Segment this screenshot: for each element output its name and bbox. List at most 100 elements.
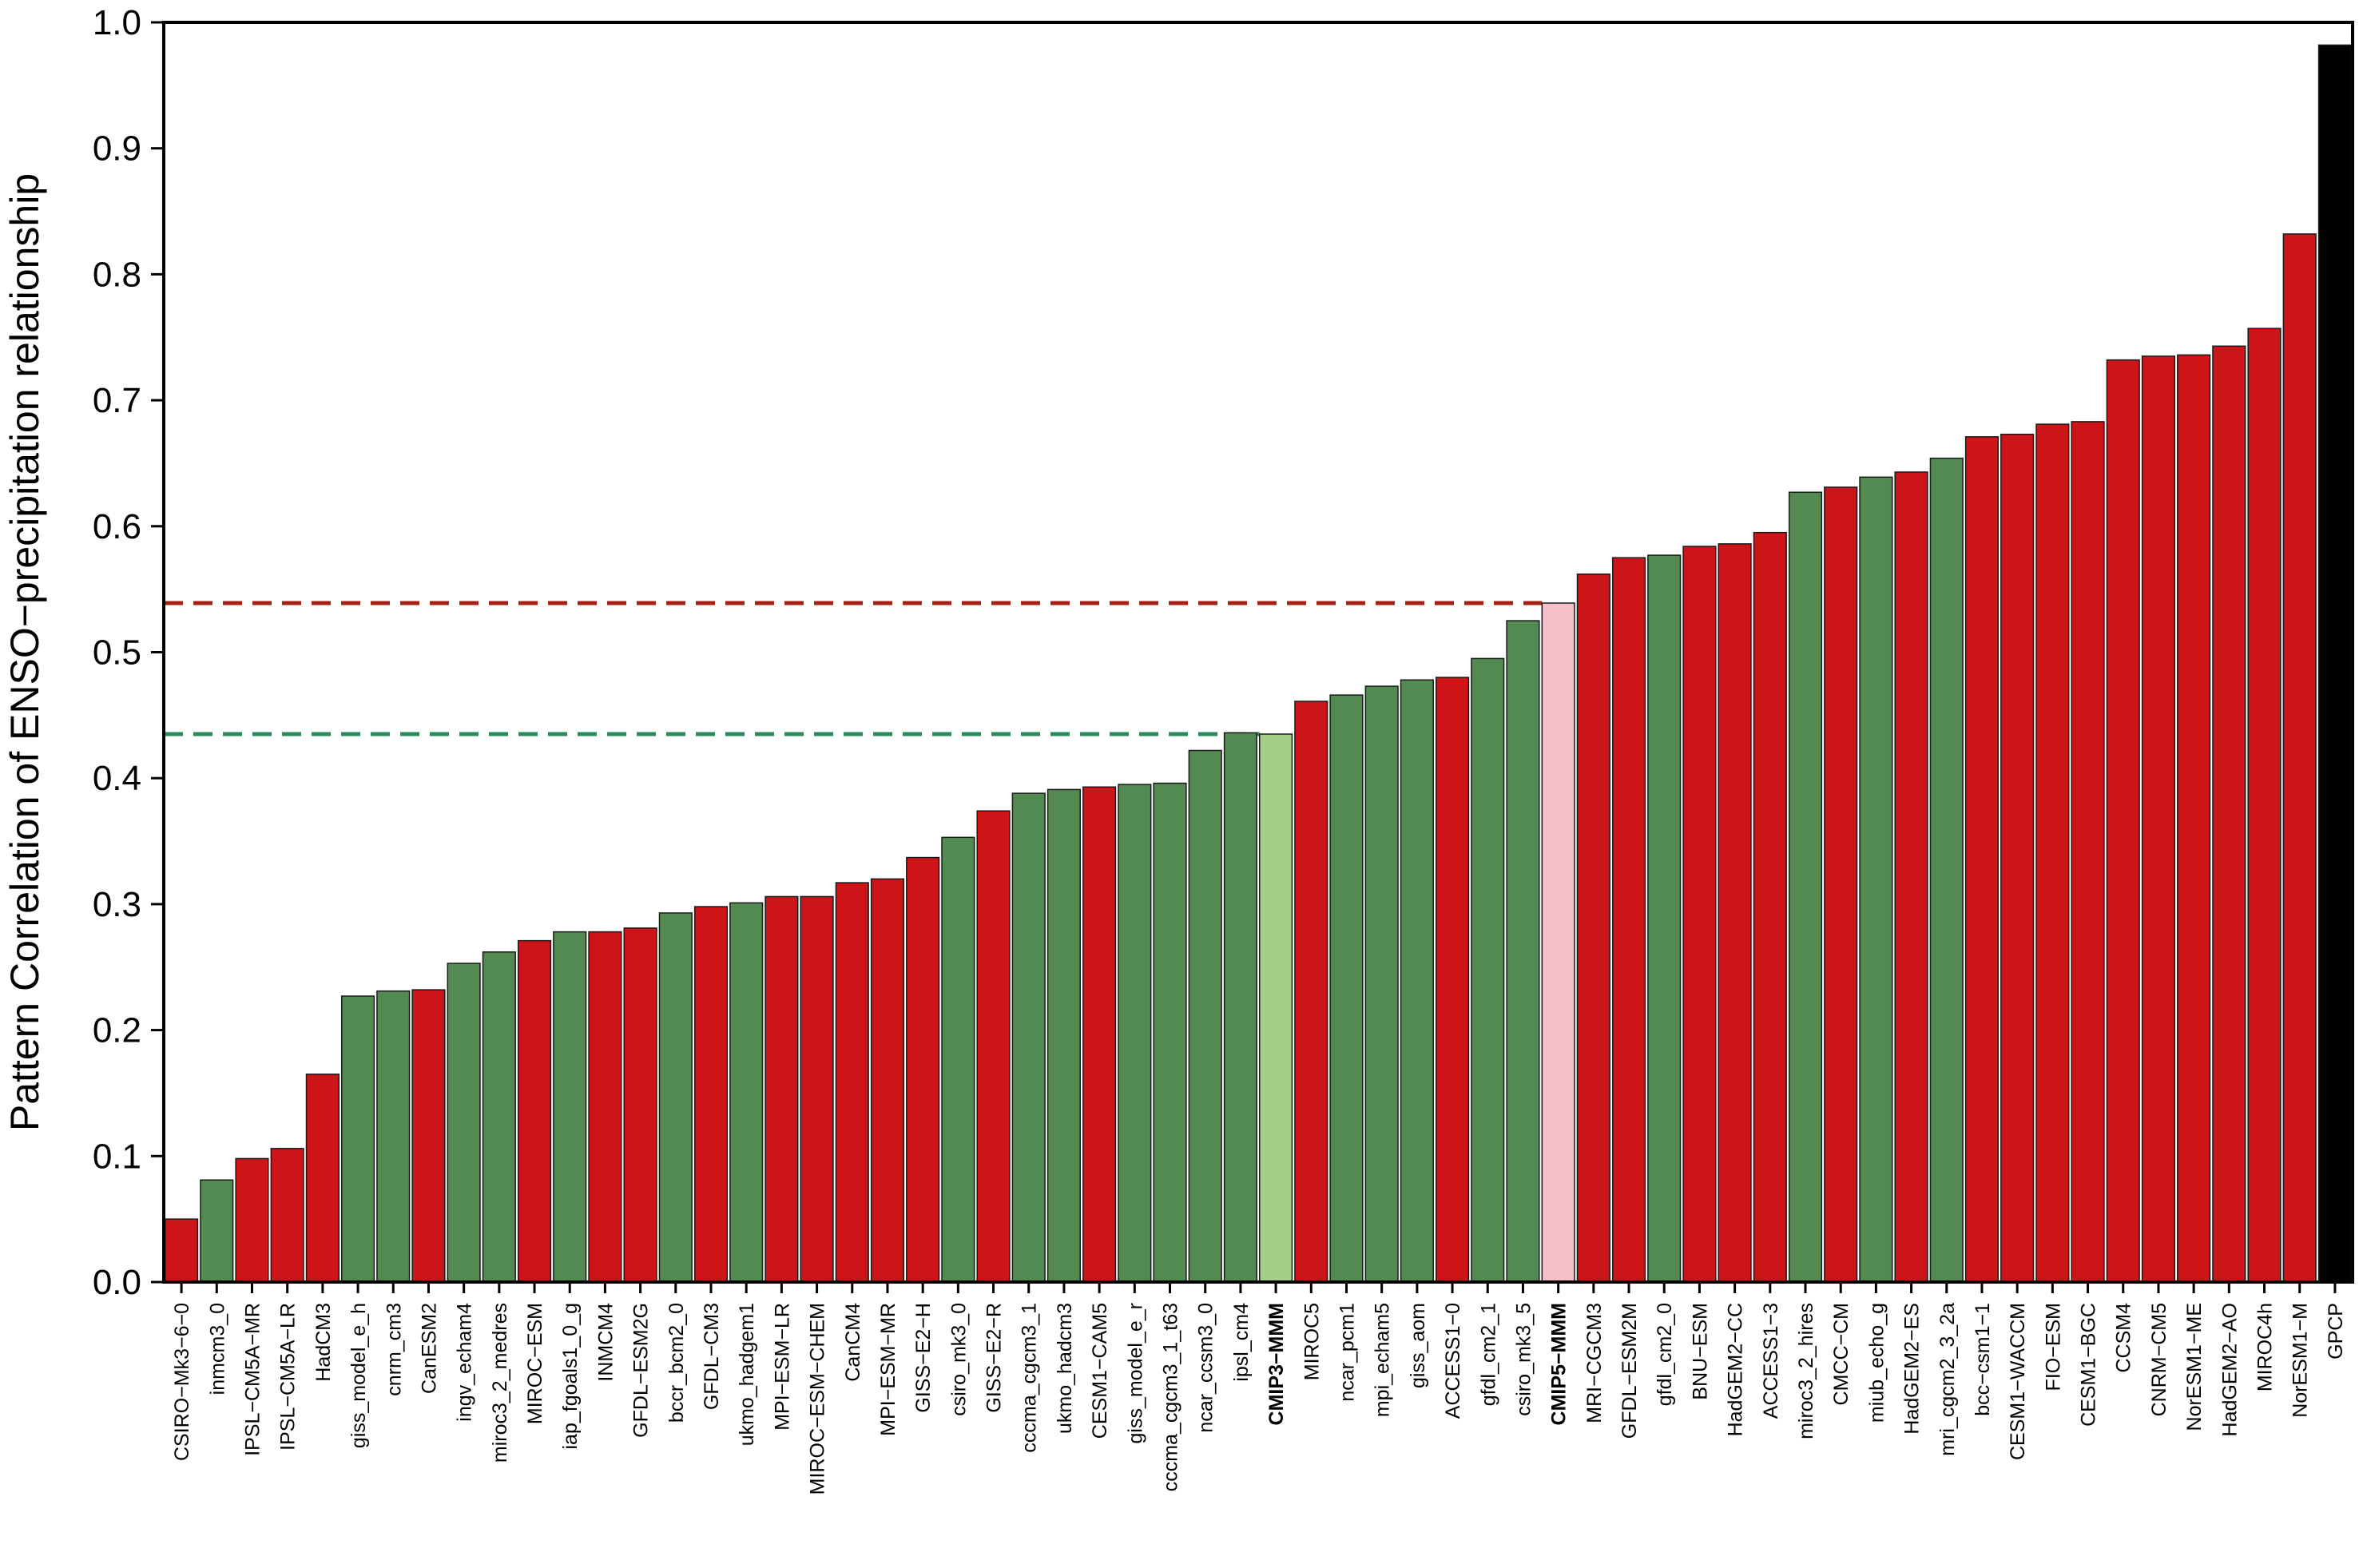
bar — [340, 995, 375, 1283]
x-tick-label: IPSL−CM5A−MR — [241, 1303, 264, 1456]
x-tick-label: miub_echo_g — [1865, 1303, 1888, 1423]
bar — [1400, 679, 1434, 1283]
y-tick-label: 0.0 — [93, 1263, 141, 1302]
x-tick-label: BNU−ESM — [1689, 1303, 1711, 1400]
y-tick-label: 0.3 — [93, 885, 141, 924]
x-tick-label: miroc3_2_medres — [489, 1303, 511, 1463]
x-tick-label: CNRM−CM5 — [2148, 1303, 2170, 1416]
bar — [1753, 531, 1787, 1283]
bar — [906, 856, 940, 1283]
reference-lines — [164, 601, 1543, 736]
bar — [1435, 677, 1470, 1283]
x-tick-label: FIO−ESM — [2042, 1303, 2064, 1391]
bar — [447, 963, 481, 1283]
x-tick-label: CMIP5−MMM — [1548, 1303, 1571, 1425]
x-tick-label: HadGEM2−AO — [2218, 1303, 2241, 1436]
x-tick-label: ingv_echam4 — [454, 1303, 476, 1422]
y-axis: 0.0 0.1 0.2 0.3 0.4 0.5 0.6 0.7 0.8 0.9 1.0 — [93, 3, 164, 1302]
x-tick-label: miroc3_2_hires — [1795, 1303, 1817, 1439]
x-tick-label: ncar_pcm1 — [1336, 1303, 1358, 1402]
bar — [729, 902, 764, 1283]
x-tick-label: CanESM2 — [418, 1303, 440, 1394]
bar — [1259, 733, 1293, 1283]
x-tick-label: giss_model_e_r — [1124, 1303, 1146, 1444]
bar — [693, 906, 729, 1283]
x-tick-label: CSIRO−Mk3−6−0 — [171, 1303, 193, 1461]
x-tick-label: MPI−ESM−LR — [771, 1303, 793, 1431]
y-tick-label: 0.1 — [93, 1137, 141, 1176]
x-tick-label: mpi_echam5 — [1372, 1303, 1394, 1417]
x-tick-label: mri_cgcm2_3_2a — [1936, 1303, 1959, 1456]
bar — [270, 1148, 304, 1283]
bar — [835, 882, 869, 1283]
bar — [376, 990, 411, 1283]
x-tick-label: gfdl_cm2_1 — [1477, 1303, 1499, 1406]
x-tick-label: GPCP — [2325, 1303, 2347, 1360]
y-tick-label: 1.0 — [93, 3, 141, 42]
x-tick-label: ipsl_cm4 — [1230, 1303, 1253, 1382]
x-tick-label: MRI−CGCM3 — [1583, 1303, 1606, 1423]
bars-group — [165, 44, 2352, 1283]
x-tick-label: ncar_ccsm3_0 — [1195, 1303, 1217, 1433]
x-tick-label: gfdl_cm2_0 — [1654, 1303, 1676, 1406]
x-tick-label: NorESM1−ME — [2183, 1303, 2206, 1431]
bar — [2247, 327, 2282, 1283]
x-tick-label: ukmo_hadcm3 — [1054, 1303, 1076, 1434]
bar — [2141, 355, 2176, 1283]
x-tick-label: CESM1−BGC — [2078, 1303, 2100, 1427]
bar — [2035, 423, 2070, 1283]
bar — [941, 836, 975, 1283]
bar — [800, 895, 834, 1283]
x-tick-label: iap_fgoals1_0_g — [559, 1303, 582, 1450]
bar — [200, 1179, 234, 1283]
y-tick-label: 0.7 — [93, 381, 141, 420]
x-tick-label: MIROC5 — [1301, 1303, 1323, 1380]
bar — [1788, 491, 1823, 1283]
bar — [553, 931, 587, 1283]
x-tick-label: giss_aom — [1407, 1303, 1429, 1388]
bar — [1859, 476, 1893, 1283]
y-tick-label: 0.8 — [93, 255, 141, 294]
bar — [1506, 620, 1540, 1283]
bar — [1046, 788, 1082, 1283]
bar — [1294, 701, 1328, 1283]
bar — [1647, 554, 1682, 1283]
x-tick-label: cnrm_cm3 — [383, 1303, 405, 1396]
bar — [1824, 486, 1858, 1283]
bar — [764, 895, 799, 1283]
x-tick-label: INMCM4 — [594, 1303, 617, 1382]
bar — [2000, 433, 2035, 1283]
bar — [1118, 784, 1152, 1283]
bar — [1611, 557, 1646, 1283]
x-tick-label: GFDL−CM3 — [701, 1303, 723, 1410]
bar — [976, 810, 1011, 1283]
y-tick-label: 0.5 — [93, 633, 141, 673]
bar — [1082, 786, 1117, 1283]
bar — [1541, 602, 1575, 1283]
bar — [1223, 732, 1257, 1283]
x-tick-label: csiro_mk3_0 — [947, 1303, 970, 1416]
x-tick-label: bcc−csm1−1 — [1972, 1303, 1994, 1416]
x-tick-label: CMIP3−MMM — [1265, 1303, 1288, 1425]
bar — [1011, 792, 1046, 1283]
x-tick-label: inmcm3_0 — [206, 1303, 228, 1395]
bar — [1718, 543, 1752, 1283]
bar — [623, 927, 657, 1283]
bar — [235, 1157, 269, 1283]
y-tick-label: 0.6 — [93, 507, 141, 546]
x-tick-label: CanCM4 — [842, 1303, 864, 1382]
bar — [658, 912, 693, 1283]
bar — [1364, 685, 1399, 1283]
x-tick-label: MIROC−ESM — [524, 1303, 546, 1424]
bar — [2106, 359, 2140, 1283]
bar — [2317, 44, 2352, 1283]
x-tick-label: MIROC4h — [2254, 1303, 2277, 1391]
x-tick-label: HadGEM2−CC — [1725, 1303, 1747, 1436]
x-tick-label: CMCC−CM — [1830, 1303, 1853, 1405]
y-tick-label: 0.4 — [93, 759, 141, 798]
x-tick-label: ACCESS1−0 — [1442, 1303, 1464, 1419]
x-tick-label: CESM1−WACCM — [2007, 1303, 2029, 1460]
x-tick-label: HadGEM2−ES — [1901, 1303, 1924, 1435]
x-tick-label: GISS−E2−H — [912, 1303, 935, 1413]
